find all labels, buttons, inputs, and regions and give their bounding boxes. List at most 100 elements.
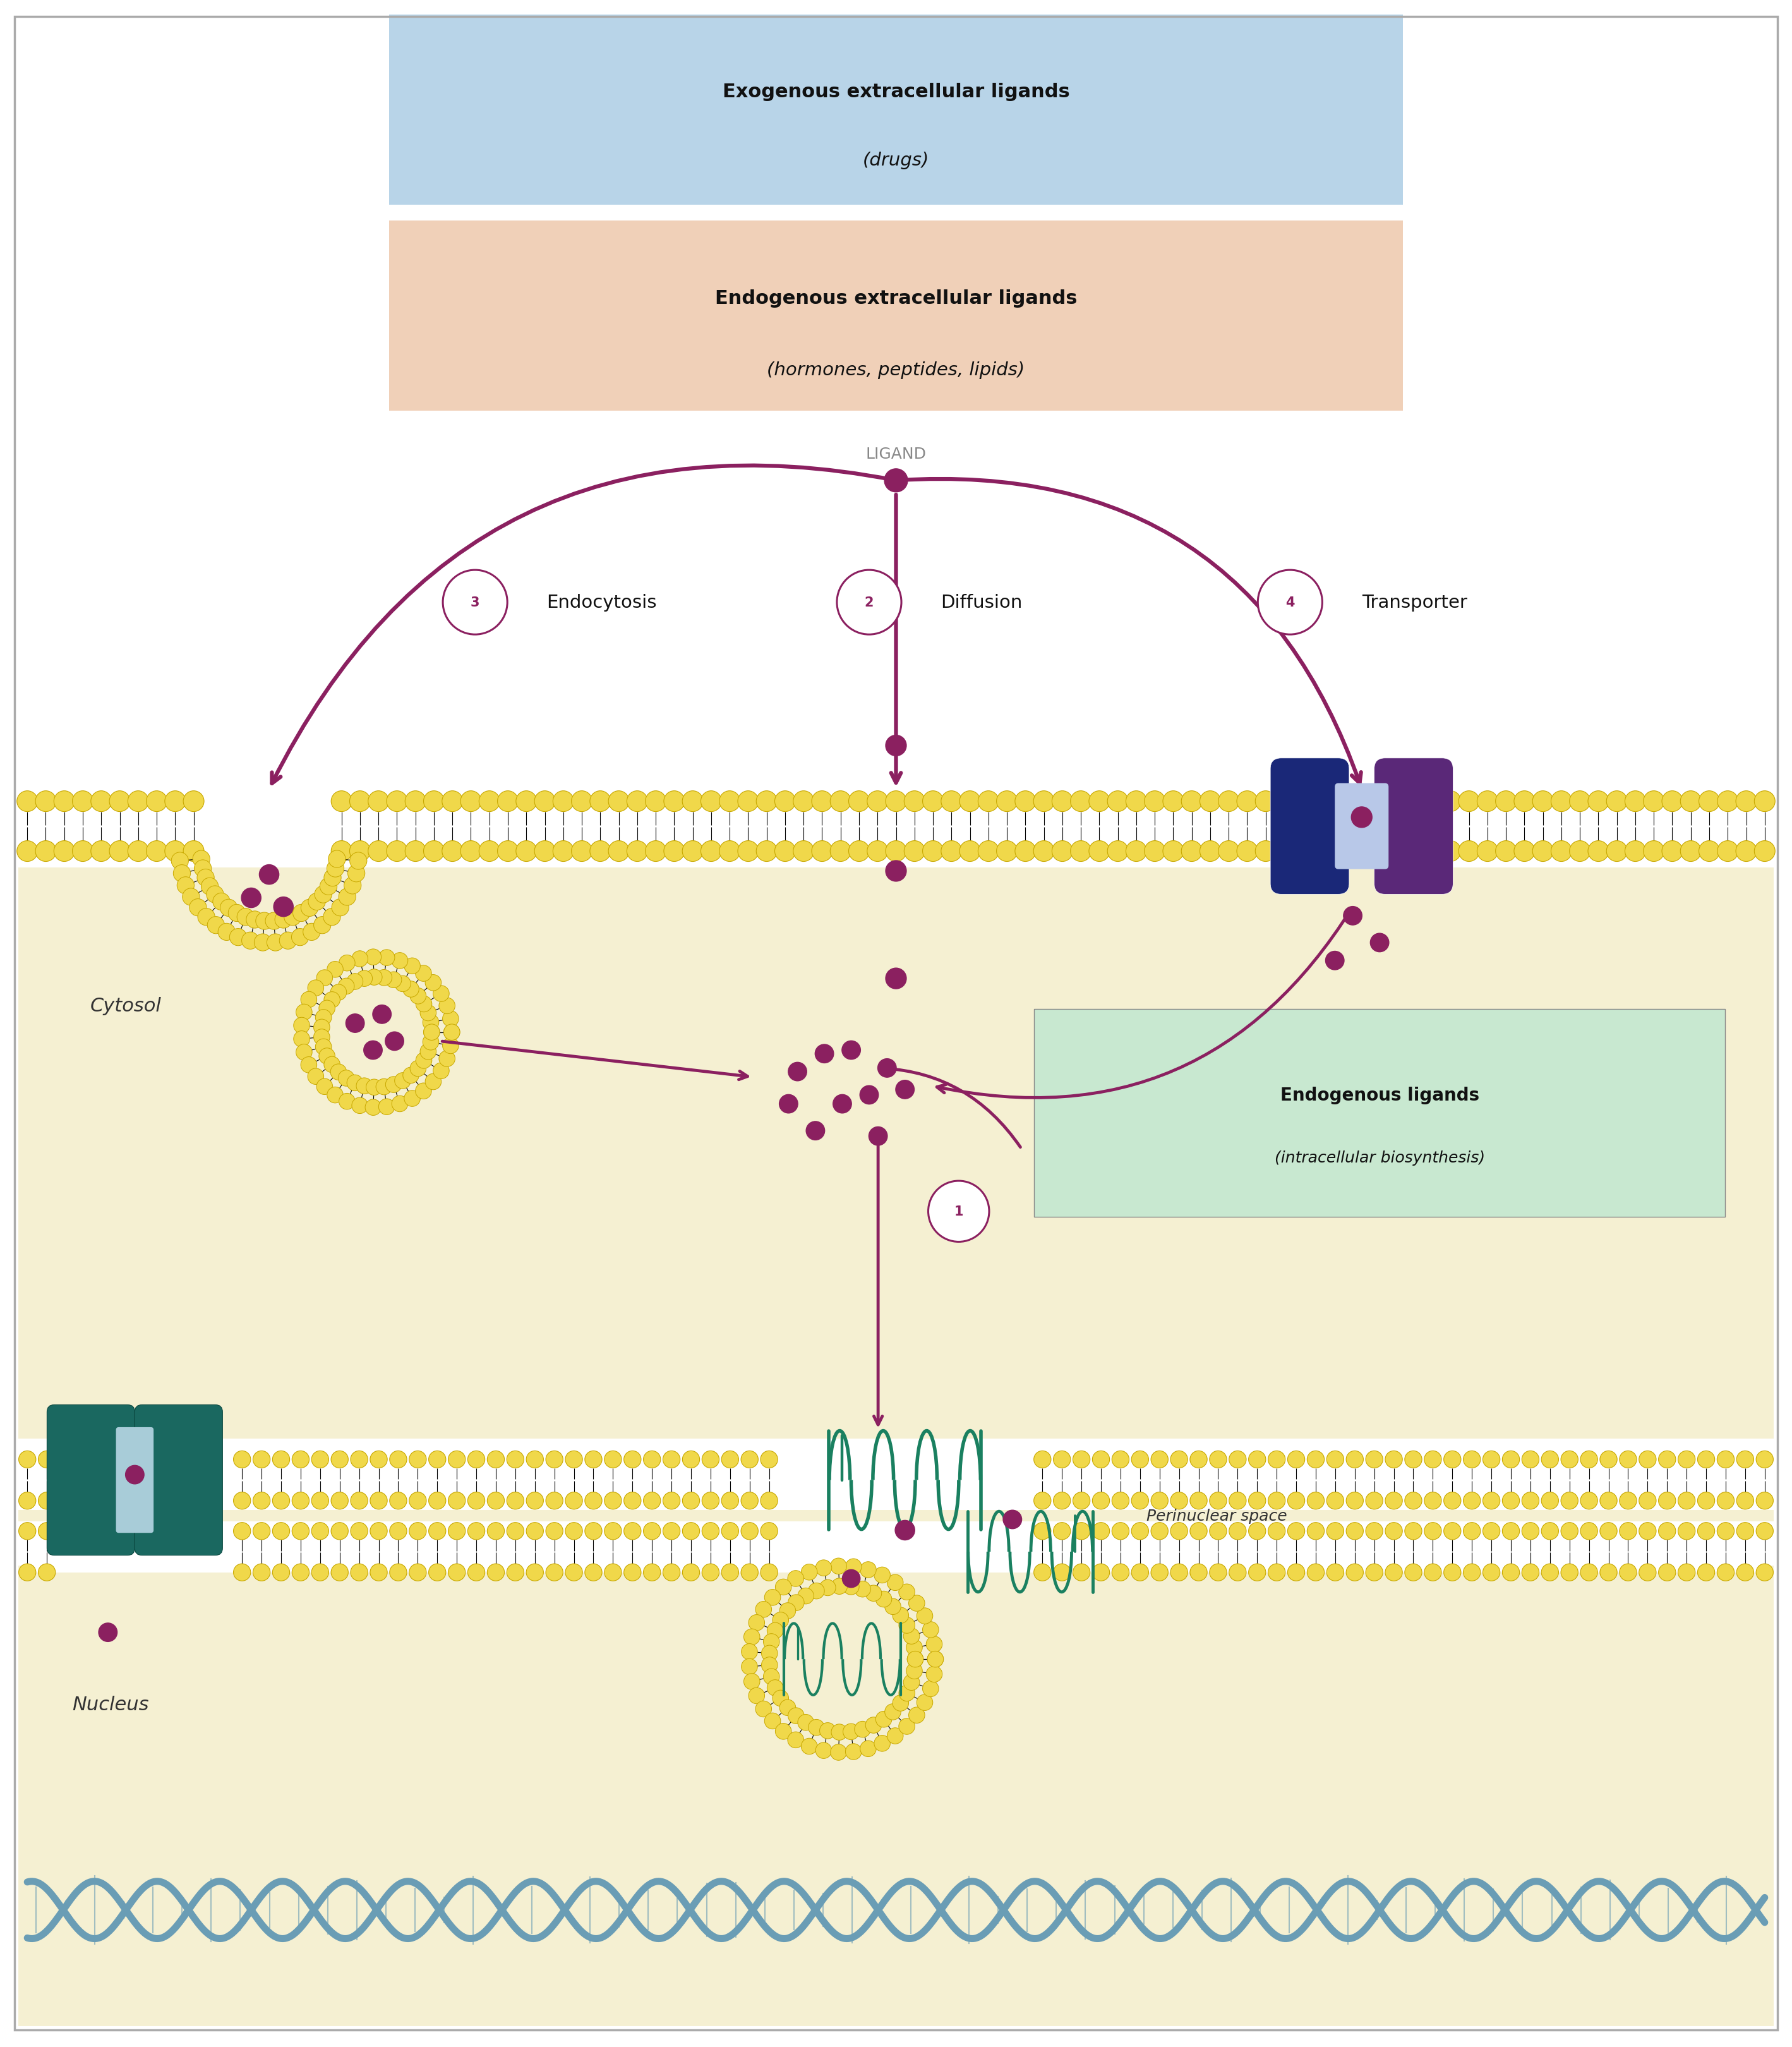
Circle shape	[1600, 1523, 1616, 1539]
Circle shape	[314, 1019, 330, 1036]
Circle shape	[1090, 841, 1109, 862]
Circle shape	[385, 1077, 401, 1093]
Text: LIGAND: LIGAND	[866, 446, 926, 461]
Circle shape	[1441, 792, 1460, 813]
Circle shape	[1351, 807, 1373, 827]
Circle shape	[246, 911, 263, 929]
Circle shape	[423, 841, 444, 862]
Circle shape	[742, 1523, 758, 1539]
Circle shape	[767, 1681, 783, 1697]
Circle shape	[842, 1578, 858, 1595]
Circle shape	[624, 1523, 642, 1539]
Circle shape	[815, 1560, 831, 1576]
Circle shape	[344, 876, 362, 895]
Circle shape	[1288, 1451, 1305, 1468]
Circle shape	[1570, 792, 1590, 813]
Circle shape	[903, 1627, 919, 1644]
Circle shape	[547, 1451, 563, 1468]
Circle shape	[392, 1095, 409, 1112]
Circle shape	[774, 792, 796, 813]
Circle shape	[722, 1492, 738, 1509]
Circle shape	[819, 1724, 835, 1738]
Circle shape	[1131, 1451, 1149, 1468]
Circle shape	[772, 1613, 788, 1627]
Circle shape	[756, 841, 778, 862]
Circle shape	[371, 1492, 387, 1509]
FancyBboxPatch shape	[116, 1427, 154, 1533]
Circle shape	[220, 899, 237, 917]
Circle shape	[765, 1588, 781, 1605]
Circle shape	[1346, 1564, 1364, 1580]
Circle shape	[1444, 1492, 1460, 1509]
Circle shape	[624, 1492, 642, 1509]
Circle shape	[959, 841, 980, 862]
Circle shape	[1150, 1523, 1168, 1539]
Circle shape	[607, 792, 629, 813]
Circle shape	[1310, 792, 1331, 813]
Circle shape	[760, 1564, 778, 1580]
Circle shape	[564, 1492, 582, 1509]
Circle shape	[1201, 792, 1220, 813]
Circle shape	[1717, 1523, 1735, 1539]
FancyBboxPatch shape	[1374, 759, 1453, 895]
Circle shape	[292, 1564, 310, 1580]
Circle shape	[253, 1564, 271, 1580]
Circle shape	[1421, 841, 1443, 862]
Circle shape	[125, 1466, 143, 1484]
Circle shape	[1514, 841, 1534, 862]
Circle shape	[1677, 1564, 1695, 1580]
Circle shape	[1625, 841, 1645, 862]
Circle shape	[468, 1492, 486, 1509]
Circle shape	[801, 1564, 817, 1580]
Circle shape	[1288, 1523, 1305, 1539]
Circle shape	[1131, 1492, 1149, 1509]
Circle shape	[1677, 1451, 1695, 1468]
Circle shape	[564, 1523, 582, 1539]
Circle shape	[765, 1713, 781, 1730]
Circle shape	[425, 1075, 441, 1089]
Circle shape	[228, 905, 246, 921]
Circle shape	[604, 1492, 622, 1509]
Polygon shape	[771, 1588, 914, 1732]
Circle shape	[312, 1564, 328, 1580]
Circle shape	[1405, 1564, 1421, 1580]
Circle shape	[419, 1005, 435, 1021]
Circle shape	[197, 870, 215, 886]
Circle shape	[213, 892, 229, 911]
Circle shape	[409, 1492, 426, 1509]
Circle shape	[1425, 1492, 1441, 1509]
Circle shape	[849, 841, 869, 862]
Circle shape	[109, 792, 131, 813]
Circle shape	[1661, 792, 1683, 813]
FancyBboxPatch shape	[47, 1404, 134, 1556]
Circle shape	[1254, 841, 1276, 862]
Circle shape	[487, 1492, 504, 1509]
Circle shape	[780, 1095, 797, 1114]
Circle shape	[416, 966, 432, 983]
Circle shape	[507, 1492, 523, 1509]
Circle shape	[1502, 1451, 1520, 1468]
Circle shape	[1254, 792, 1276, 813]
Circle shape	[443, 841, 462, 862]
Circle shape	[701, 792, 722, 813]
Circle shape	[923, 792, 943, 813]
Circle shape	[1385, 1492, 1403, 1509]
Circle shape	[339, 956, 355, 972]
Circle shape	[348, 1075, 364, 1091]
Circle shape	[1366, 1564, 1383, 1580]
Text: Endogenous ligands: Endogenous ligands	[1279, 1087, 1478, 1103]
Circle shape	[1249, 1492, 1265, 1509]
Text: Nucleus: Nucleus	[72, 1695, 149, 1713]
FancyBboxPatch shape	[1034, 1009, 1726, 1216]
Circle shape	[385, 972, 401, 989]
Circle shape	[237, 909, 254, 925]
Circle shape	[319, 1048, 335, 1064]
Circle shape	[624, 1451, 642, 1468]
Bar	[18, 868, 1774, 1439]
Circle shape	[1697, 1523, 1715, 1539]
Circle shape	[584, 1523, 602, 1539]
Circle shape	[428, 1564, 446, 1580]
Circle shape	[1170, 1492, 1188, 1509]
Circle shape	[1521, 1492, 1539, 1509]
Circle shape	[1269, 1523, 1285, 1539]
